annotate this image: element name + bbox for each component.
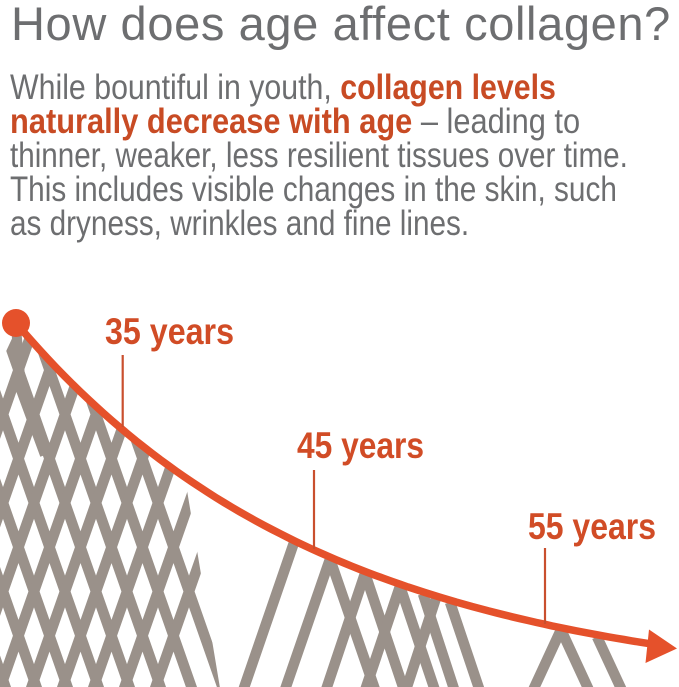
svg-text:55 years: 55 years bbox=[528, 506, 656, 547]
svg-text:45 years: 45 years bbox=[297, 425, 424, 466]
svg-text:35 years: 35 years bbox=[105, 311, 234, 352]
